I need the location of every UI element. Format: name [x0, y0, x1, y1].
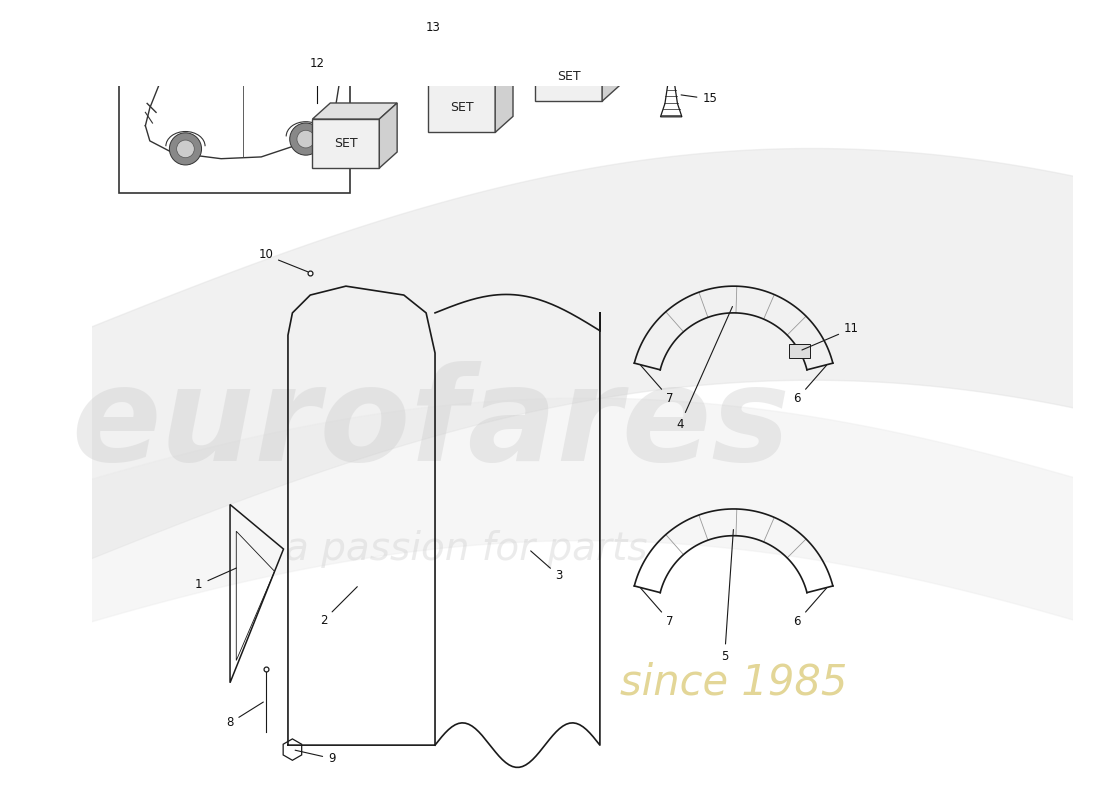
Polygon shape [428, 83, 495, 133]
Polygon shape [284, 1, 312, 50]
Text: 8: 8 [227, 702, 263, 730]
Text: a passion for parts: a passion for parts [285, 530, 648, 568]
Text: 5: 5 [720, 530, 734, 662]
Polygon shape [312, 119, 380, 168]
Text: 6: 6 [793, 588, 826, 628]
Polygon shape [428, 67, 513, 83]
Text: 11: 11 [802, 322, 859, 350]
Polygon shape [536, 52, 602, 102]
Text: SET: SET [557, 70, 581, 83]
Text: 3: 3 [530, 551, 563, 582]
Polygon shape [182, 0, 310, 52]
Circle shape [177, 140, 195, 158]
Circle shape [169, 133, 201, 165]
Text: 7: 7 [640, 588, 673, 628]
Text: 1: 1 [195, 568, 236, 591]
Text: 9: 9 [295, 750, 336, 765]
Text: 13: 13 [426, 22, 440, 34]
Polygon shape [379, 103, 397, 168]
Text: since 1985: since 1985 [620, 662, 847, 704]
Text: SET: SET [450, 102, 474, 114]
Polygon shape [495, 67, 513, 133]
Circle shape [289, 123, 322, 155]
Text: 2: 2 [320, 586, 358, 627]
Text: 15: 15 [681, 93, 717, 106]
Polygon shape [182, 4, 266, 50]
Text: eurofares: eurofares [72, 361, 790, 488]
Text: 7: 7 [640, 366, 673, 406]
Text: 14: 14 [532, 0, 547, 3]
FancyBboxPatch shape [789, 344, 810, 358]
Text: SET: SET [334, 137, 358, 150]
Text: 12: 12 [309, 57, 324, 70]
Text: 4: 4 [676, 306, 733, 430]
Polygon shape [312, 103, 397, 119]
Text: 10: 10 [258, 249, 308, 272]
Text: 6: 6 [793, 366, 826, 406]
Polygon shape [602, 36, 620, 102]
FancyBboxPatch shape [119, 0, 351, 193]
Polygon shape [536, 36, 620, 52]
Circle shape [297, 130, 315, 148]
